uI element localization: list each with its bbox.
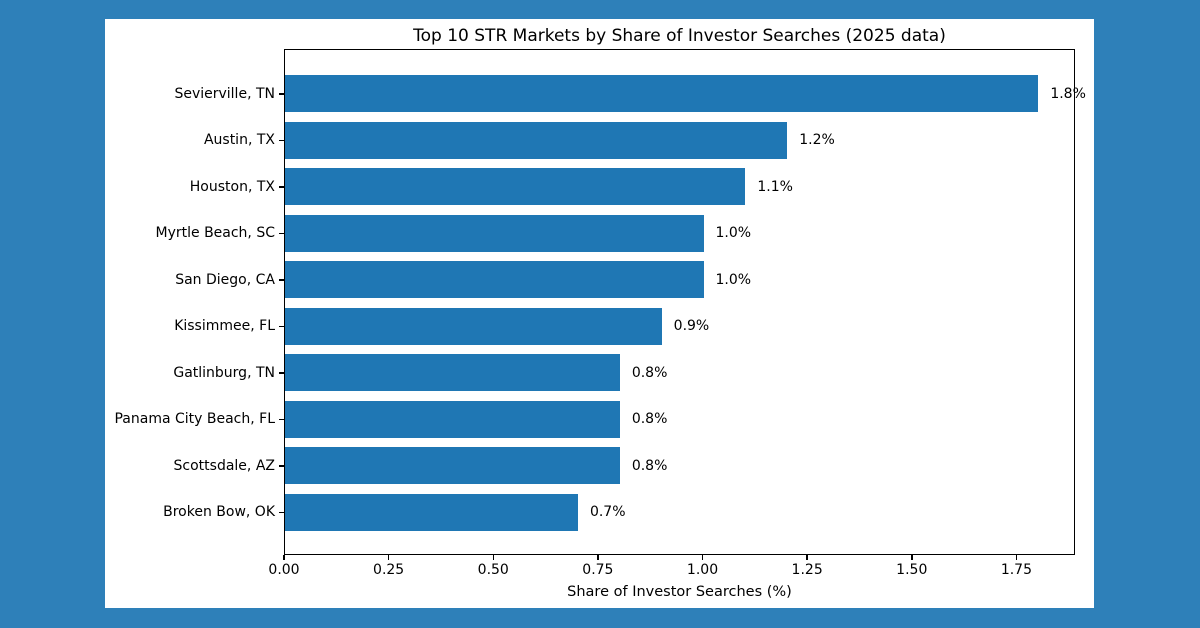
bar-value-label: 0.8% <box>631 457 668 474</box>
x-tick-label: 0.00 <box>268 562 300 578</box>
y-tick-label: Gatlinburg, TN <box>173 364 275 381</box>
y-tick-mark <box>279 93 284 95</box>
y-tick-label: Austin, TX <box>203 132 275 148</box>
bar-value-label: 0.8% <box>631 411 668 427</box>
x-tick-mark <box>492 555 494 560</box>
y-tick-label: Sevierville, TN <box>174 85 275 102</box>
y-tick-label: Houston, TX <box>189 178 275 195</box>
y-tick-label: Panama City Beach, FL <box>114 411 275 427</box>
x-tick-label: 0.75 <box>582 562 614 578</box>
y-tick-mark <box>279 279 284 281</box>
x-tick-label: 1.00 <box>686 562 719 578</box>
y-tick-mark <box>279 372 284 374</box>
bar <box>285 307 662 345</box>
x-tick-label: 1.75 <box>1000 562 1032 578</box>
y-tick-mark <box>279 325 284 327</box>
y-tick-label: Scottsdale, AZ <box>173 457 275 474</box>
x-tick-mark <box>806 555 808 560</box>
bar <box>285 354 620 391</box>
x-tick-mark <box>1015 555 1018 560</box>
y-tick-label: Kissimmee, FL <box>174 318 275 334</box>
y-tick-mark <box>279 511 284 513</box>
x-tick-mark <box>597 555 599 560</box>
y-tick-label: San Diego, CA <box>175 271 275 288</box>
bar-value-label: 0.9% <box>673 318 710 334</box>
bar <box>285 214 704 252</box>
bar <box>285 400 620 438</box>
x-tick-mark <box>911 555 913 560</box>
bar <box>285 168 746 205</box>
bar <box>285 447 620 484</box>
bar-value-label: 0.7% <box>589 504 626 520</box>
y-tick-mark <box>279 465 284 467</box>
bar-value-label: 1.8% <box>1050 85 1086 102</box>
y-tick-mark <box>279 418 284 420</box>
bar-value-label: 0.8% <box>631 364 668 381</box>
bar-value-label: 1.0% <box>715 225 752 241</box>
chart-title: Top 10 STR Markets by Share of Investor … <box>413 26 946 46</box>
y-tick-label: Myrtle Beach, SC <box>155 225 276 241</box>
bar <box>285 75 1039 112</box>
y-tick-mark <box>279 186 284 188</box>
bar-value-label: 1.1% <box>757 178 793 195</box>
x-tick-label: 0.50 <box>477 562 509 578</box>
y-tick-label: Broken Bow, OK <box>163 504 275 520</box>
plot-area: 1.8% 1.2% 1.1% 1.0% 1.0% 0.9% 0.8% 0.8% 0.8% 0.7% <box>284 49 1086 555</box>
x-tick-label: 1.50 <box>896 562 928 578</box>
x-tick-label: 0.25 <box>373 562 405 578</box>
x-tick-mark <box>701 555 704 560</box>
y-tick-mark <box>279 139 284 141</box>
x-tick-mark <box>387 555 390 560</box>
bar-value-label: 1.2% <box>799 132 835 148</box>
y-tick-mark <box>279 232 284 234</box>
bar <box>285 261 704 298</box>
x-axis-label: Share of Investor Searches (%) <box>567 584 792 600</box>
bar-value-label: 1.0% <box>715 271 752 288</box>
bar <box>285 493 578 531</box>
figure-card: Top 10 STR Markets by Share of Investor … <box>105 19 1094 608</box>
x-tick-mark <box>283 555 285 560</box>
bar <box>285 121 788 159</box>
x-tick-label: 1.25 <box>791 562 823 578</box>
